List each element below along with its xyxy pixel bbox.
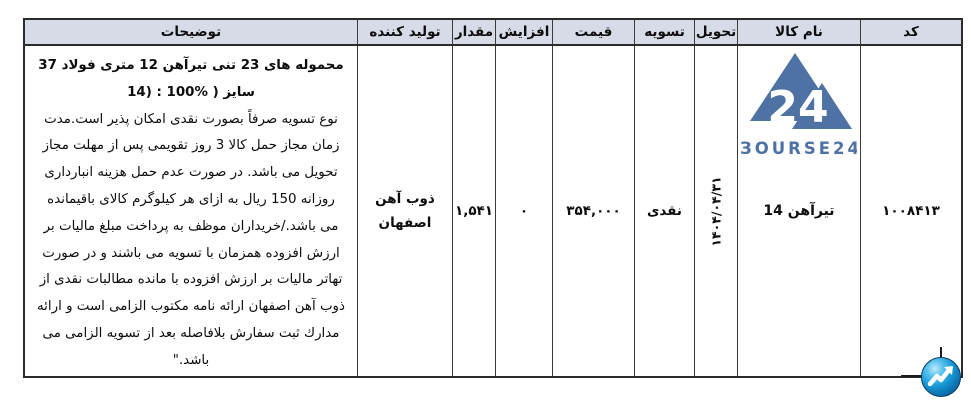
code-cell: ۱۰۰۸۴۱۳: [861, 46, 961, 376]
header-description: توضیحات: [25, 20, 358, 44]
header-quantity: مقدار: [453, 20, 496, 44]
logo-wordmark: ЗOURSE24: [741, 139, 857, 158]
description-body: نوع تسویه صرفاً بصورت نقدی امکان پذیر اس…: [37, 111, 345, 368]
settlement-cell: نقدی: [635, 46, 695, 376]
header-delivery: تحویل: [695, 20, 738, 44]
quantity-value: ۱,۵۴۱: [454, 203, 494, 219]
header-settlement: تسویه: [635, 20, 695, 44]
description-bold-line2: سایز ( %100 : (14: [127, 84, 255, 100]
delivery-cell: ۱۴۰۴/۰۴/۳۱: [695, 46, 738, 376]
price-value: ۳۵۴,۰۰۰: [566, 203, 621, 219]
watermark-vertical-line: [940, 347, 942, 358]
producer-value: ذوب آهن اصفهان: [375, 191, 435, 231]
table-row: ۱۰۰۸۴۱۳ 24 ЗOURSE24 تیرآهن 14 ۱۴۰۴/۰۴/۳۱…: [25, 46, 961, 376]
chart-arrow-watermark-icon: [921, 357, 961, 397]
settlement-value: نقدی: [647, 203, 682, 219]
header-code: کد: [903, 24, 919, 40]
product-name-cell: 24 ЗOURSE24 تیرآهن 14: [738, 46, 861, 376]
logo-triangle-small: [792, 83, 852, 129]
description-cell: محموله های 23 تنی تیرآهن 12 متری فولاد 3…: [25, 46, 358, 376]
description-bold-line1: محموله های 23 تنی تیرآهن 12 متری فولاد 3…: [38, 58, 344, 73]
arrow-head: [944, 366, 953, 375]
price-cell: ۳۵۴,۰۰۰: [553, 46, 635, 376]
watermark-horizontal-line: [901, 375, 922, 377]
delivery-date-value: ۱۴۰۴/۰۴/۳۱: [708, 175, 724, 247]
product-name-value: تیرآهن 14: [763, 203, 835, 219]
table-header-row: کد نام کالا تحویل تسویه قیمت افزایش مقدا…: [25, 20, 961, 46]
producer-cell: ذوب آهن اصفهان: [358, 46, 453, 376]
increase-value: ۰: [519, 203, 529, 219]
header-increase: افزایش: [496, 20, 553, 44]
quantity-cell: ۱,۵۴۱: [453, 46, 496, 376]
increase-cell: ۰: [496, 46, 553, 376]
header-producer: تولید کننده: [358, 20, 453, 44]
header-product-name: نام کالا: [738, 20, 861, 44]
logo-number: 24: [767, 82, 828, 133]
header-price: قیمت: [553, 20, 635, 44]
code-value: ۱۰۰۸۴۱۳: [882, 203, 940, 219]
commodity-offer-table: کد نام کالا تحویل تسویه قیمت افزایش مقدا…: [23, 18, 963, 378]
arrow-glyph: [927, 367, 952, 387]
bourse24-logo: 24 ЗOURSE24: [740, 51, 860, 165]
